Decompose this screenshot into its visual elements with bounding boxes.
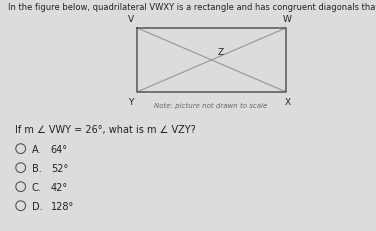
Text: Note: picture not drawn to scale: Note: picture not drawn to scale [154,103,267,109]
Text: 64°: 64° [51,144,68,154]
Text: 52°: 52° [51,163,68,173]
Text: Z: Z [217,48,223,57]
Text: 128°: 128° [51,201,74,211]
Text: Y: Y [128,97,133,106]
Text: D.: D. [32,201,42,211]
Text: In the figure below, quadrilateral VWXY is a rectangle and has congruent diagona: In the figure below, quadrilateral VWXY … [8,3,376,12]
Text: B.: B. [32,163,42,173]
Text: 42°: 42° [51,182,68,192]
Text: If m ∠ VWY = 26°, what is m ∠ VZY?: If m ∠ VWY = 26°, what is m ∠ VZY? [15,125,196,135]
Text: X: X [285,97,291,106]
Text: V: V [128,15,134,24]
Text: C.: C. [32,182,42,192]
Text: W: W [283,15,292,24]
Text: A.: A. [32,144,41,154]
